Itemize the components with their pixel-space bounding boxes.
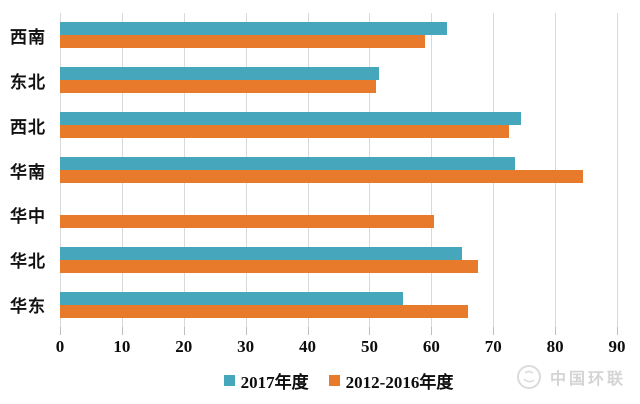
bar-2012-2016年度 (60, 35, 426, 49)
x-axis-tick (245, 327, 247, 335)
bar-2012-2016年度 (60, 80, 376, 94)
x-axis-tick (60, 327, 61, 335)
legend-label-2017: 2017年度 (240, 372, 309, 392)
x-axis-tick-label: 0 (55, 337, 65, 356)
x-axis-tick-label: 50 (360, 337, 378, 356)
bar-2017年度 (60, 22, 447, 36)
x-axis-tick-label: 60 (422, 337, 440, 356)
bar-group-2 (60, 58, 617, 103)
brand-logo-icon (516, 365, 541, 389)
brand-watermark: 中国环联 (516, 364, 626, 390)
brand-watermark-text: 中国环联 (549, 371, 626, 388)
category-label-4: 华南 (10, 162, 46, 182)
category-label-2: 东北 (10, 72, 46, 92)
bar-2012-2016年度 (60, 125, 509, 139)
bar-2017年度 (60, 157, 515, 170)
x-axis-tick-label: 30 (237, 337, 255, 356)
y-axis-category-labels: 西南东北西北华南华中华北华东 (0, 13, 58, 327)
legend-swatch-2012-2016 (328, 374, 340, 386)
x-axis-tick (493, 327, 495, 335)
bar-2012-2016年度 (60, 304, 469, 318)
category-label-3: 西北 (10, 117, 46, 137)
bar-group-3 (60, 103, 617, 148)
legend: 2017年度 2012-2016年度 (60, 368, 617, 392)
x-axis-tick-label: 90 (608, 337, 626, 356)
legend-item-2012-2016: 2012-2016年度 (328, 368, 454, 393)
x-axis-tick (183, 327, 185, 335)
x-axis-tick (121, 327, 123, 335)
category-label-5: 华中 (10, 207, 46, 227)
x-axis-tick (617, 327, 618, 335)
bar-2017年度 (60, 291, 404, 305)
bar-group-7 (60, 282, 617, 327)
bar-2012-2016年度 (60, 259, 478, 273)
bar-2012-2016年度 (60, 170, 583, 183)
legend-label-2012-2016: 2012-2016年度 (345, 372, 454, 392)
x-axis-tick (431, 327, 433, 335)
category-label-1: 西南 (10, 27, 46, 47)
legend-item-2017: 2017年度 (223, 368, 309, 393)
x-axis-tick-label: 20 (175, 337, 193, 356)
bar-2012-2016年度 (60, 214, 435, 228)
bar-group-6 (60, 237, 617, 282)
x-axis: 0 10 20 30 40 50 60 70 80 90 (56, 327, 626, 361)
bar-2017年度 (60, 112, 522, 126)
x-axis-tick-label: 80 (546, 337, 564, 356)
legend-swatch-2017 (223, 374, 235, 386)
bar-group-1 (60, 13, 617, 58)
bar-2017年度 (60, 67, 379, 81)
bar-group-5 (60, 192, 617, 237)
bar-2017年度 (60, 246, 463, 260)
gridline (617, 13, 618, 327)
plot-area (60, 13, 618, 327)
category-label-6: 华北 (10, 252, 46, 272)
category-label-7: 华东 (10, 297, 46, 317)
bar-group-4 (60, 148, 617, 193)
bar-rows (60, 13, 617, 327)
x-axis-tick (369, 327, 371, 335)
x-axis-tick (307, 327, 309, 335)
x-axis-tick (555, 327, 557, 335)
x-axis-tick-label: 40 (299, 337, 317, 356)
x-axis-tick-label: 10 (113, 337, 131, 356)
x-axis-tick-label: 70 (484, 337, 502, 356)
